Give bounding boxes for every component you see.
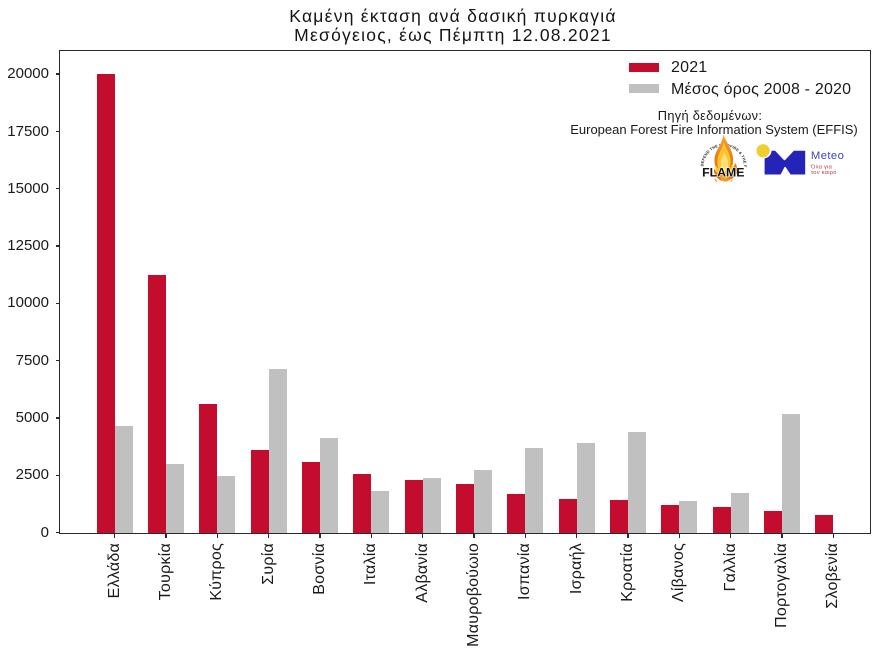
svg-text:FLAME: FLAME [702, 165, 744, 179]
svg-text:Όλα για: Όλα για [810, 164, 833, 170]
svg-text:Meteo: Meteo [811, 150, 844, 162]
svg-text:τον καιρό: τον καιρό [811, 169, 837, 176]
